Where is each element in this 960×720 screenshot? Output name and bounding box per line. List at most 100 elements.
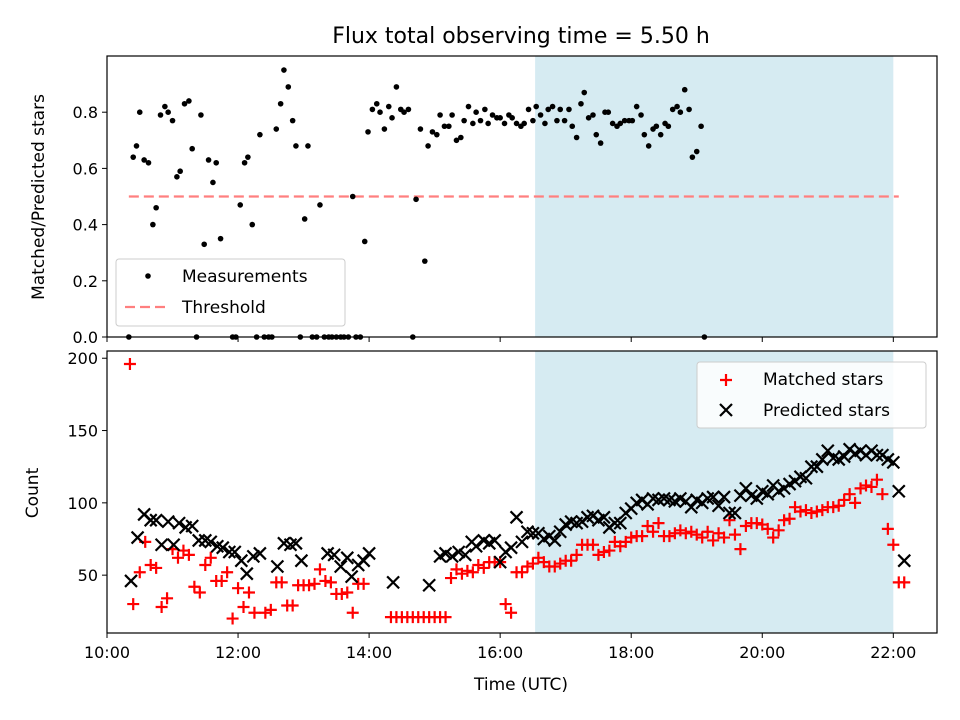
predicted-star-point bbox=[333, 559, 348, 574]
measurement-point bbox=[573, 134, 580, 141]
measurement-point bbox=[449, 112, 455, 118]
matched-star-point bbox=[127, 598, 140, 611]
matched-star-point bbox=[838, 493, 851, 506]
predicted-star-point bbox=[149, 513, 163, 527]
measurement-point bbox=[257, 131, 263, 138]
measurement-point bbox=[542, 120, 548, 127]
measurement-point bbox=[385, 103, 392, 110]
measurement-point bbox=[169, 117, 176, 124]
predicted-star-point bbox=[356, 553, 371, 568]
matched-star-point bbox=[668, 527, 681, 540]
count-y-axis-label: Count bbox=[23, 467, 43, 518]
predicted-star-point bbox=[799, 471, 813, 486]
matched-star-point bbox=[313, 563, 326, 576]
matched-star-point bbox=[794, 505, 807, 518]
measurement-point bbox=[485, 120, 491, 127]
predicted-star-point bbox=[608, 516, 622, 530]
measurement-point bbox=[201, 241, 207, 248]
predicted-star-point bbox=[722, 506, 737, 520]
measurement-point bbox=[590, 112, 596, 118]
predicted-star-point bbox=[344, 569, 359, 584]
predicted-star-point bbox=[422, 578, 436, 593]
measurement-point bbox=[489, 112, 496, 118]
matched-star-point bbox=[188, 580, 201, 593]
predicted-star-point bbox=[154, 538, 169, 552]
count-legend-box bbox=[696, 361, 927, 429]
measurement-point bbox=[674, 103, 680, 110]
matched-star-point bbox=[625, 531, 638, 544]
y-tick-label: 0.2 bbox=[73, 272, 98, 291]
measurement-point bbox=[285, 84, 292, 90]
matched-star-point bbox=[226, 612, 239, 625]
measurement-point bbox=[566, 106, 572, 113]
x-tick-label: 22:00 bbox=[870, 643, 916, 662]
matched-star-point bbox=[701, 525, 714, 538]
measurement-point bbox=[213, 159, 220, 166]
matched-star-point bbox=[832, 499, 845, 512]
x-tick-label: 16:00 bbox=[477, 643, 523, 662]
measurement-point bbox=[681, 86, 688, 93]
predicted-star-point bbox=[711, 498, 726, 513]
measurement-point bbox=[537, 112, 544, 118]
matched-star-point bbox=[761, 522, 774, 535]
matched-star-point bbox=[739, 519, 752, 532]
matched-star-point bbox=[849, 496, 862, 509]
measurement-point bbox=[249, 221, 256, 228]
matched-star-point bbox=[586, 538, 599, 551]
predicted-star-point bbox=[526, 526, 540, 540]
chart-title: Flux total observing time = 5.50 h bbox=[332, 24, 710, 49]
measurement-point bbox=[525, 106, 532, 113]
measurement-point bbox=[545, 106, 552, 113]
measurement-point bbox=[174, 174, 180, 180]
measurement-point bbox=[373, 100, 380, 107]
measurement-point bbox=[289, 117, 296, 124]
matched-star-point bbox=[674, 524, 687, 537]
matched-star-point bbox=[898, 576, 911, 589]
matched-star-point bbox=[772, 524, 785, 537]
x-tick-label: 10:00 bbox=[84, 643, 130, 662]
matched-star-point bbox=[685, 525, 698, 538]
predicted-star-point bbox=[270, 559, 285, 574]
matched-star-point bbox=[778, 514, 791, 527]
predicted-star-point bbox=[760, 487, 775, 501]
ratio-plot-area: 0.0 0.2 0.4 0.6 0.8 bbox=[73, 55, 938, 347]
measurement-point bbox=[473, 109, 479, 115]
measurement-point bbox=[605, 109, 612, 115]
y-tick-label: 0.0 bbox=[73, 328, 98, 347]
predicted-star-point bbox=[240, 566, 254, 581]
measurement-point bbox=[389, 115, 395, 121]
matched-star-point bbox=[144, 559, 157, 572]
predicted-star-point bbox=[222, 545, 237, 559]
predicted-star-point bbox=[469, 539, 483, 554]
measurement-point bbox=[698, 123, 704, 130]
matched-star-point bbox=[232, 582, 245, 595]
matched-star-point bbox=[679, 527, 692, 540]
predicted-star-point bbox=[172, 516, 186, 530]
measurement-point bbox=[617, 120, 624, 127]
measurement-point bbox=[422, 258, 428, 264]
measurement-point bbox=[453, 137, 460, 144]
matched-star-point bbox=[783, 512, 796, 525]
ratio-panel: 0.00.20.40.60.8 Matched/Predicted stars … bbox=[29, 55, 938, 347]
measurement-point bbox=[141, 157, 147, 163]
measurement-point bbox=[581, 89, 588, 96]
measurement-point bbox=[177, 168, 183, 175]
matched-star-point bbox=[346, 606, 359, 619]
matched-star-point bbox=[275, 576, 288, 589]
measurement-point bbox=[549, 103, 556, 110]
measurement-point bbox=[585, 115, 592, 121]
measurement-point bbox=[477, 117, 484, 124]
legend-matched-label: Matched stars bbox=[763, 370, 883, 390]
measurement-point bbox=[557, 106, 564, 113]
matched-star-point bbox=[881, 522, 894, 535]
predicted-star-point bbox=[717, 490, 731, 504]
matched-star-point bbox=[150, 561, 163, 574]
measurement-point bbox=[638, 112, 644, 118]
matched-star-point bbox=[264, 603, 277, 616]
measurement-point bbox=[205, 157, 212, 163]
matched-star-point bbox=[636, 530, 649, 543]
predicted-star-point bbox=[253, 546, 267, 561]
predicted-star-point bbox=[553, 524, 568, 539]
measurement-point bbox=[513, 120, 520, 127]
